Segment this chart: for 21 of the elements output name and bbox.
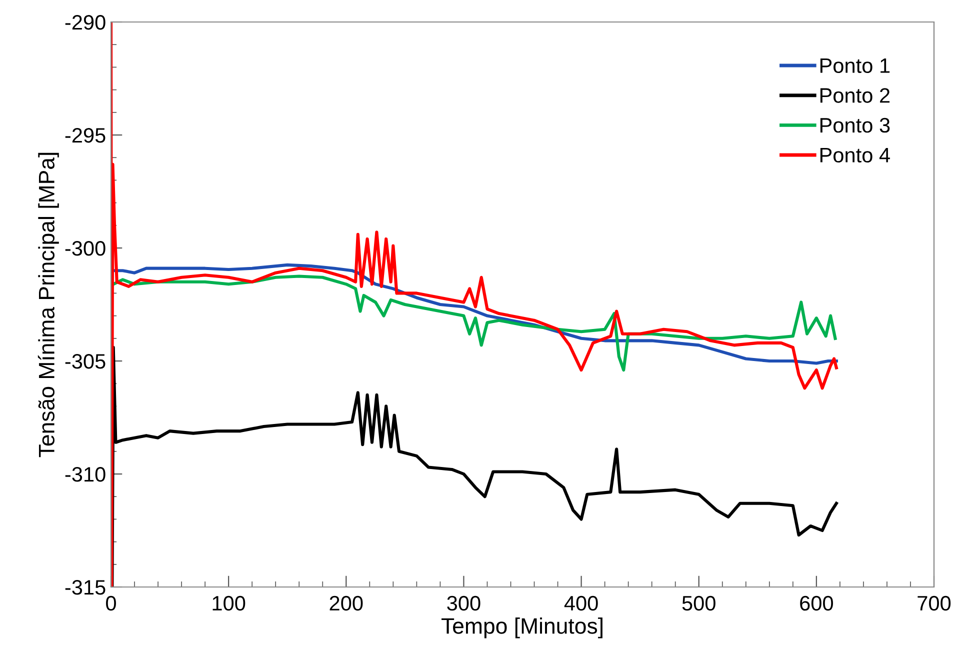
y-axis-title: Tensão Mínima Principal [MPa] xyxy=(38,152,59,458)
y-tick-label: -305 xyxy=(65,354,106,369)
legend-label: Ponto 4 xyxy=(820,148,890,163)
line-series xyxy=(112,274,837,372)
y-tick-label: -300 xyxy=(65,241,106,256)
y-tick-label: -315 xyxy=(65,580,106,595)
legend-label: Ponto 3 xyxy=(820,118,890,133)
x-tick-label: 600 xyxy=(800,596,833,611)
y-tick-label: -290 xyxy=(65,15,106,30)
x-tick-label: 700 xyxy=(918,596,951,611)
x-tick-label: 500 xyxy=(682,596,716,611)
x-tick-label: 0 xyxy=(106,596,116,611)
x-tick-label: 100 xyxy=(212,596,246,611)
x-axis-title: Tempo [Minutos] xyxy=(441,618,602,638)
x-tick-label: 200 xyxy=(330,596,363,611)
y-tick-label: -310 xyxy=(65,467,106,482)
legend-label: Ponto 2 xyxy=(820,88,890,103)
x-tick-label: 300 xyxy=(447,596,480,611)
y-tick-label: -295 xyxy=(65,128,106,143)
legend-label: Ponto 1 xyxy=(820,58,890,74)
x-tick-label: 400 xyxy=(564,596,598,611)
